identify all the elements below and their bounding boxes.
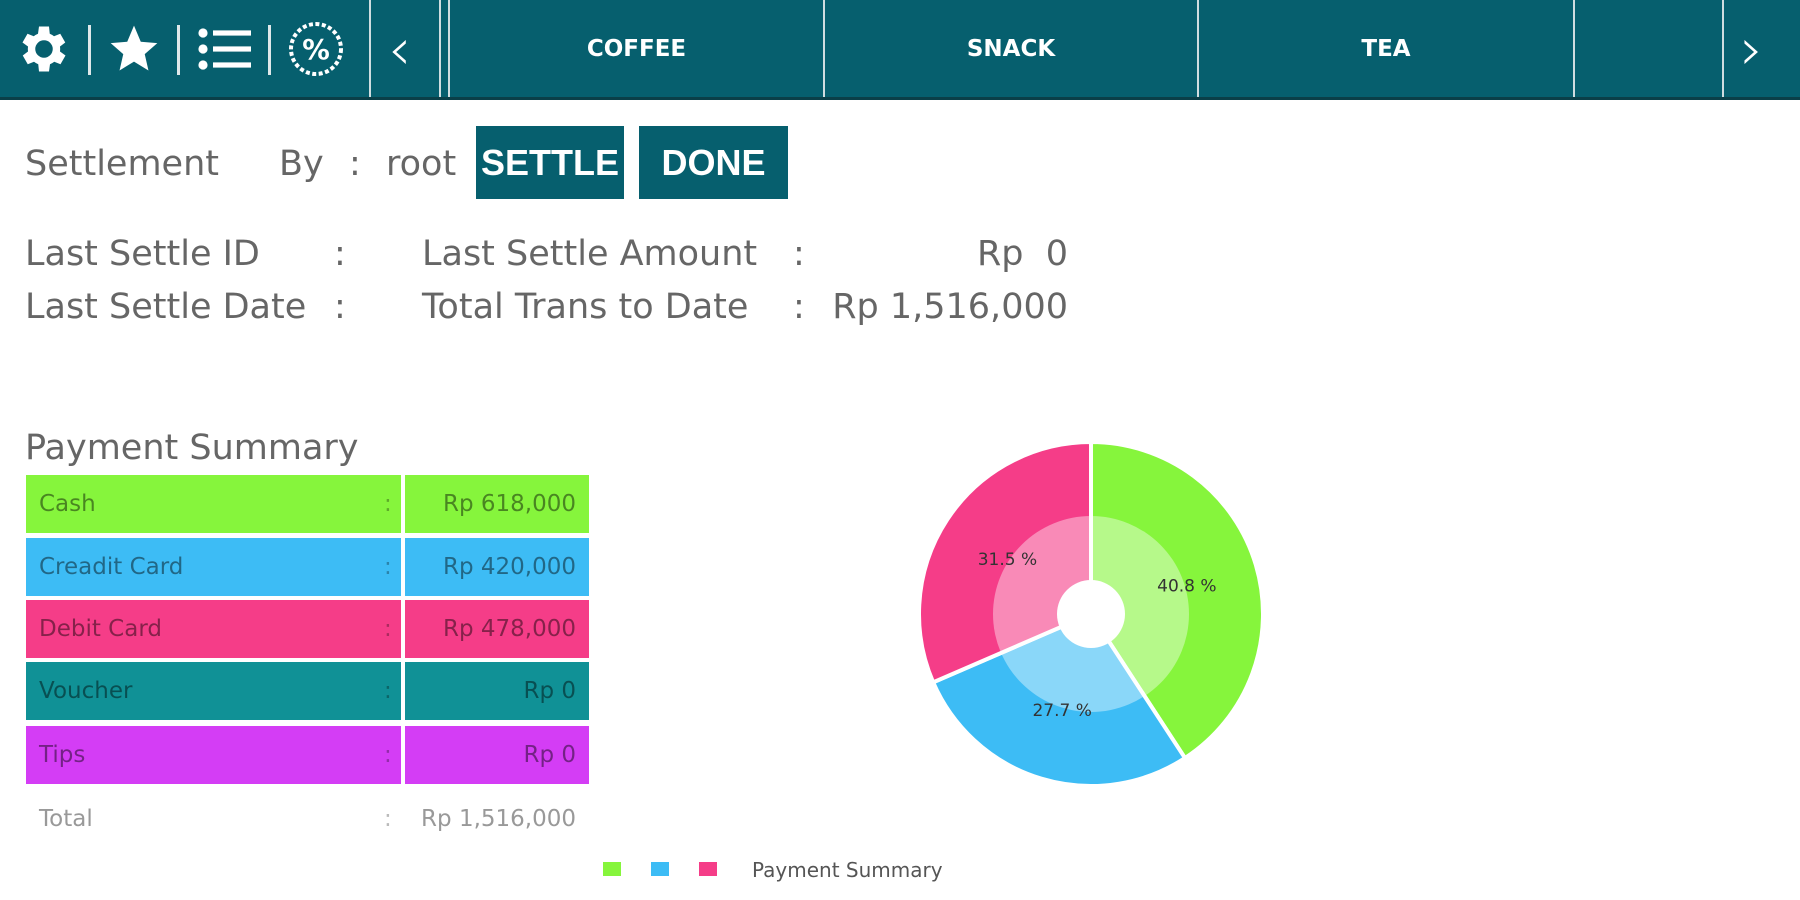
pie-data-label: 31.5 %	[978, 550, 1037, 570]
settlement-title: Settlement	[25, 144, 219, 184]
payment-method-label: Debit Card	[26, 600, 401, 658]
payment-amount: Rp 0	[405, 662, 589, 720]
discount-percent-icon[interactable]: %	[285, 18, 347, 80]
pie-slice-debit-card[interactable]	[917, 439, 1093, 685]
legend-swatch-debit-card	[699, 862, 717, 876]
divider	[439, 0, 441, 97]
payment-amount: Rp 420,000	[405, 538, 589, 596]
done-button[interactable]: DONE	[639, 126, 788, 199]
separator	[177, 25, 180, 75]
payment-method-label: Voucher	[26, 662, 401, 720]
colon: :	[334, 234, 346, 274]
payment-pie-chart: 40.8 % 27.7 % 31.5 %	[917, 439, 1265, 788]
colon: :	[334, 287, 346, 327]
divider	[823, 0, 825, 97]
pie-data-label: 27.7 %	[1032, 701, 1091, 721]
colon: :	[384, 616, 392, 642]
prev-arrow-icon[interactable]: ‹	[388, 15, 412, 83]
tab-more[interactable]	[1575, 0, 1722, 97]
pie-data-label: 40.8 %	[1157, 576, 1216, 596]
pie-center-hole	[1057, 580, 1125, 648]
divider	[369, 0, 371, 97]
payment-amount: Rp 0	[405, 726, 589, 784]
payment-method-label: Cash	[26, 475, 401, 533]
colon: :	[384, 806, 392, 832]
colon: :	[384, 554, 392, 580]
list-icon[interactable]	[194, 18, 256, 80]
colon: :	[793, 287, 805, 327]
total-trans-value: Rp 1,516,000	[832, 287, 1068, 327]
payment-row-cash: Cash: Rp 618,000	[26, 475, 589, 533]
separator	[268, 25, 271, 75]
payment-amount: Rp 478,000	[405, 600, 589, 658]
colon: :	[793, 234, 805, 274]
payment-row-tips: Tips: Rp 0	[26, 726, 589, 784]
tab-tea[interactable]: TEA	[1361, 35, 1411, 62]
payment-row-creadit-card: Creadit Card: Rp 420,000	[26, 538, 589, 596]
payment-row-debit-card: Debit Card: Rp 478,000	[26, 600, 589, 658]
colon: :	[384, 491, 392, 517]
divider	[1197, 0, 1199, 97]
star-icon[interactable]	[103, 18, 165, 80]
last-settle-amount-value: Rp 0	[976, 234, 1068, 274]
payment-summary-title: Payment Summary	[25, 428, 359, 468]
total-label: Total	[39, 806, 93, 832]
total-row: Total : Rp 1,516,000	[26, 790, 589, 848]
user-name: root	[386, 144, 457, 184]
colon: :	[384, 742, 392, 768]
colon: :	[349, 144, 361, 184]
last-settle-amount-label: Last Settle Amount	[422, 234, 758, 274]
legend-swatch-credit-card	[651, 862, 669, 876]
colon: :	[384, 678, 392, 704]
legend-label: Payment Summary	[752, 858, 943, 882]
tab-snack[interactable]: SNACK	[966, 35, 1056, 62]
total-value: Rp 1,516,000	[421, 806, 576, 832]
payment-method-label: Creadit Card	[26, 538, 401, 596]
total-trans-label: Total Trans to Date	[422, 287, 749, 327]
divider	[448, 0, 450, 97]
separator	[88, 25, 91, 75]
payment-method-label: Tips	[26, 726, 401, 784]
tab-coffee[interactable]: COFFEE	[586, 35, 687, 62]
payment-amount: Rp 618,000	[405, 475, 589, 533]
svg-text:%: %	[302, 34, 330, 66]
settle-button[interactable]: SETTLE	[476, 126, 624, 199]
gear-icon[interactable]	[13, 18, 75, 80]
last-settle-id-label: Last Settle ID	[25, 234, 260, 274]
last-settle-date-label: Last Settle Date	[25, 287, 307, 327]
payment-row-voucher: Voucher: Rp 0	[26, 662, 589, 720]
top-toolbar: % ‹ COFFEE SNACK TEA ›	[0, 0, 1800, 100]
divider	[1573, 0, 1575, 97]
by-label: By	[279, 144, 324, 184]
legend-swatch-cash	[603, 862, 621, 876]
next-arrow-icon[interactable]: ›	[1740, 15, 1764, 83]
divider	[1722, 0, 1724, 97]
